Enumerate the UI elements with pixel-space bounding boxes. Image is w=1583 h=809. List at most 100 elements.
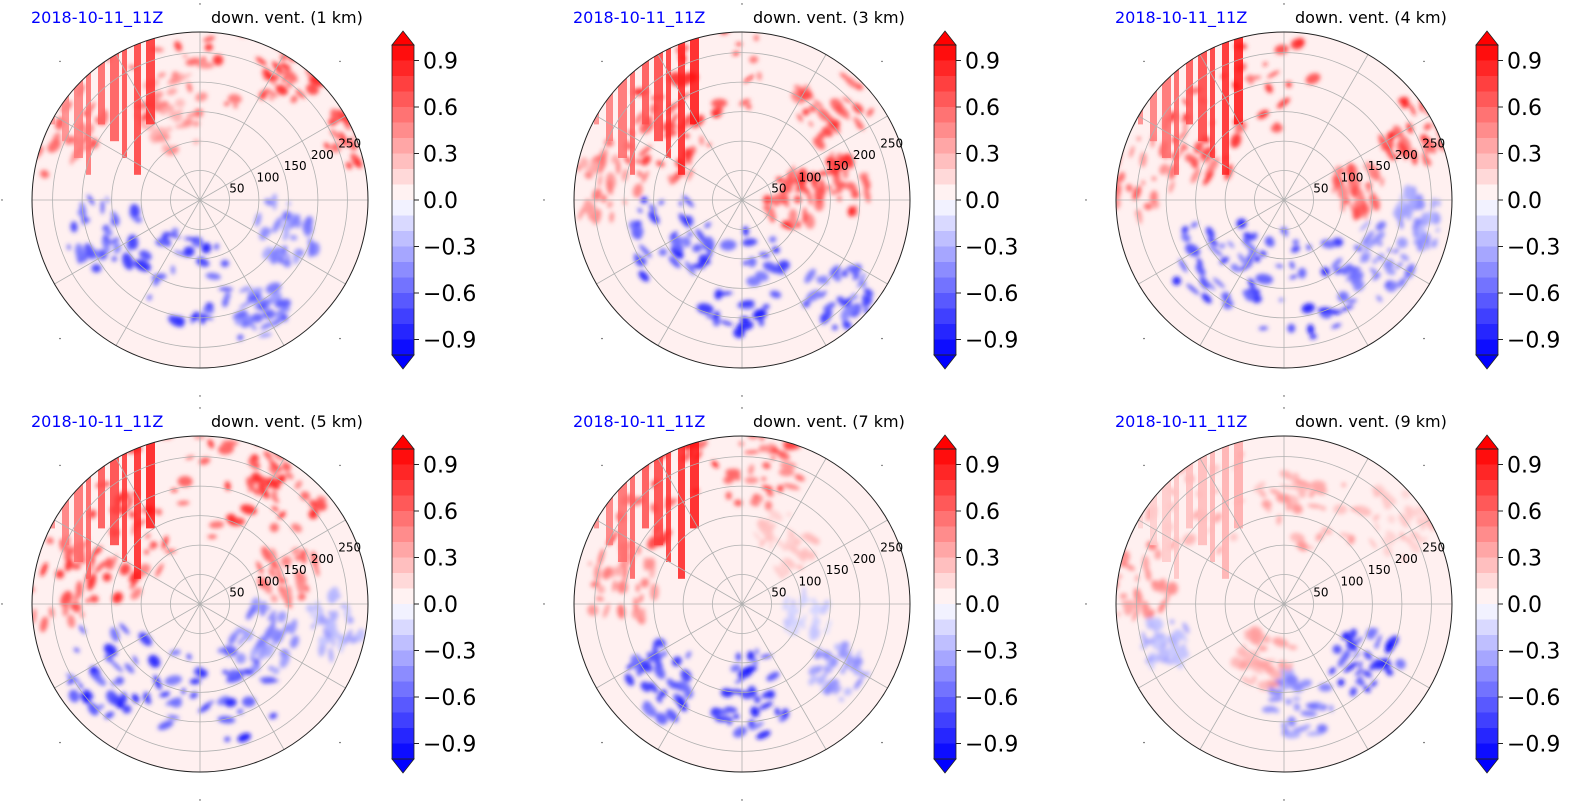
field-blob [645,557,656,570]
colorbar-tick-label: 0.6 [965,96,1000,121]
field-blob [1305,703,1320,709]
field-blob [1285,675,1299,686]
field-blob [1292,725,1309,733]
field-blob [174,316,186,325]
field-blob [1230,263,1240,272]
field-blob [669,231,678,240]
grid-spoke [1283,199,1369,346]
field-blob [838,648,849,659]
field-blob [186,81,193,93]
field-blob [1395,658,1406,670]
streak [62,436,69,546]
grid-spoke [54,199,201,285]
field-blob [1416,199,1426,211]
colorbar-level [392,293,414,309]
colorbar-tick-label: −0.9 [965,329,1018,354]
field-blob [330,610,339,622]
streak [74,32,83,158]
field-blob [1346,163,1356,178]
field-blob [742,260,748,266]
field-blob [768,543,774,550]
field-blob [179,73,192,81]
colorbar-level [392,60,414,77]
field-blob [578,205,586,221]
field-blob [732,714,740,719]
field-blob [1269,669,1283,680]
field-blob [649,682,658,694]
angle-tick [881,337,883,340]
chart-panel-4: 2018-10-11_11Z down. vent. (5 km) 50 100 150… [0,404,520,804]
streak [690,32,699,125]
colorbar-tick-label: −0.6 [1507,282,1560,307]
field-blob [733,499,743,507]
field-blob [1149,609,1155,618]
field-blob [681,236,691,248]
field-blob [345,161,353,170]
field-blob [666,436,679,445]
field-blob [318,636,327,646]
field-blob [285,83,293,89]
grid-spoke [1199,458,1285,605]
field-blob [295,89,306,99]
field-blob [1395,262,1404,269]
field-blob [1423,123,1432,131]
field-blob [1383,545,1392,557]
field-blob [246,605,257,620]
field-blob [829,190,838,195]
field-blob [1430,498,1439,515]
field-blob [1275,264,1284,268]
field-blob [85,598,90,603]
radial-tick-label: 150 [284,159,307,173]
field-blob [797,168,809,186]
field-blob [1208,245,1223,257]
field-blob [369,131,377,140]
colorbar-level [1476,619,1498,636]
field-blob [1288,494,1300,504]
streak [62,32,69,142]
field-blob [1240,676,1255,685]
colorbar-level [1476,697,1498,713]
field-blob [774,707,781,717]
field-blob [199,0,212,5]
angle-tick [1423,60,1425,63]
field-blob [1307,503,1323,509]
field-blob [242,696,256,707]
field-blob [1363,239,1374,253]
field-blob [268,466,280,479]
field-blob [236,708,244,715]
field-blob [185,17,196,25]
field-blob [1291,245,1301,253]
grid-spoke [1283,115,1430,201]
field-blob [626,662,634,671]
field-blob [204,43,213,52]
radial-tick-label: 50 [1313,182,1328,196]
field-blob [234,626,243,637]
field-blob [250,663,261,672]
field-blob [753,493,759,500]
field-blob [1257,681,1270,692]
field-blob [140,508,145,513]
colorbar-level [1476,262,1498,278]
colorbar: 0.9 0.6 0.3 0.0 −0.3 −0.6 −0.9 [391,30,476,370]
radial-tick-label: 200 [1395,552,1418,566]
field-blob [817,132,826,140]
field-blob [1290,38,1304,50]
polar-plot: 50 100 150 200 250 0.9 0.6 0.3 0.0 −0.3 −0.6 −0.9 [1085,3,1560,397]
field-blob [753,696,761,704]
field-blob [840,305,854,321]
angle-tick [199,407,201,409]
field-blob [792,537,802,546]
field-blob [37,86,46,93]
colorbar-tick-label: −0.6 [423,282,476,307]
field-blob [1205,226,1215,239]
field-blob [187,4,193,15]
colorbar-level [1476,526,1498,543]
field-blob [1328,667,1336,675]
field-blob [1374,642,1380,649]
field-blob [788,546,803,556]
field-blob [655,160,665,167]
field-blob [1426,211,1435,224]
field-blob [783,618,790,624]
field-blob [114,676,125,685]
radial-tick-label: 100 [799,574,822,588]
